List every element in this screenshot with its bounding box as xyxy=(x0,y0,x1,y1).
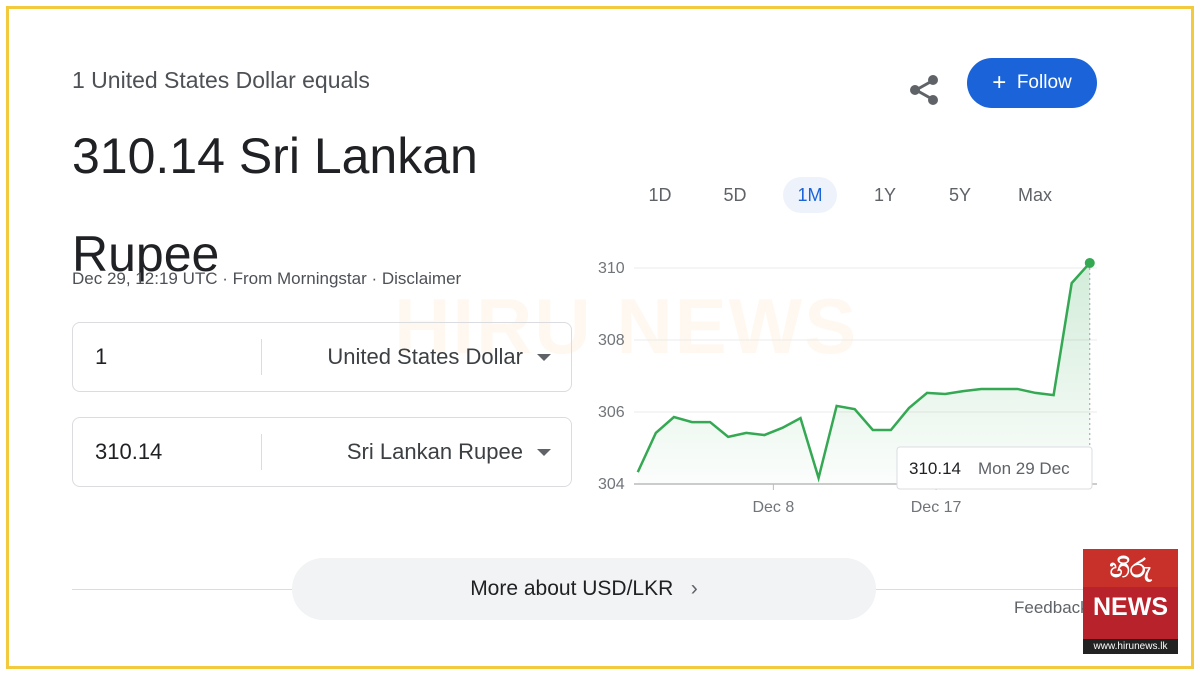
currency[interactable]: Sri Lankan Rupee xyxy=(346,439,523,464)
tooltip-value: 310.14 xyxy=(909,459,961,478)
x-tick-label: Dec 8 xyxy=(752,499,794,516)
tooltip-date: Mon 29 Dec xyxy=(978,459,1070,478)
range-tab[interactable]: 1D xyxy=(648,185,672,205)
logo-url: www.hirunews.lk xyxy=(1083,639,1178,654)
follow-label: Follow xyxy=(1016,72,1072,93)
range-tab[interactable]: 1Y xyxy=(873,185,897,205)
more-button[interactable]: More about USD/LKR › xyxy=(292,558,876,620)
y-tick-label: 310 xyxy=(598,260,625,277)
more-label: More about USD/LKR xyxy=(470,577,674,600)
dropdown-caret[interactable] xyxy=(537,354,551,361)
chart: 304 306 308 310 Dec 8 Dec 17 310.14 Mon 29 Dec xyxy=(598,257,1097,516)
area xyxy=(637,262,1090,484)
currency[interactable]: United States Dollar xyxy=(327,344,523,369)
logo-middle: NEWS xyxy=(1093,593,1168,621)
watermark: HIRU NEWS xyxy=(394,282,859,370)
follow-button[interactable]: + Follow xyxy=(967,58,1097,108)
logo-top: හිරු xyxy=(1083,549,1178,587)
feedback-link[interactable]: Feedback xyxy=(1014,598,1089,617)
divider xyxy=(876,589,1096,590)
converter-row[interactable]: 310.14 Sri Lankan Rupee xyxy=(72,417,572,487)
tooltip: 310.14 Mon 29 Dec xyxy=(896,446,1093,490)
headline: 310.14 Sri Lankan Rupee xyxy=(72,128,478,282)
meta: Dec 29, 12:19 UTC · From Morningstar · D… xyxy=(72,269,462,288)
range-tab[interactable]: 5D xyxy=(723,185,747,205)
chevron: › xyxy=(690,577,698,600)
separator xyxy=(261,339,262,375)
plus-icon: + xyxy=(992,69,1007,96)
divider xyxy=(72,589,292,590)
y-tick-label: 304 xyxy=(598,476,625,493)
tooltip-box xyxy=(896,446,1093,490)
dropdown-caret[interactable] xyxy=(537,449,551,456)
converter-row[interactable]: 1 United States Dollar xyxy=(72,322,572,392)
y-tick-label: 308 xyxy=(598,332,625,349)
y-tick-label: 306 xyxy=(598,404,625,421)
range-tab[interactable]: 5Y xyxy=(948,185,972,205)
equals-label: 1 United States Dollar equals xyxy=(72,67,370,93)
range-tab[interactable]: Max xyxy=(1017,185,1052,205)
separator xyxy=(261,434,262,470)
range-tab[interactable]: 1M xyxy=(783,177,837,213)
share-icon[interactable] xyxy=(907,73,941,107)
logo: හිරු NEWS www.hirunews.lk xyxy=(1083,549,1178,654)
frame: HIRU NEWS 1 United States Dollar equals … xyxy=(6,6,1194,669)
x-tick-label: Dec 17 xyxy=(911,499,962,516)
point xyxy=(1084,257,1095,268)
amount[interactable]: 1 xyxy=(95,344,108,369)
amount[interactable]: 310.14 xyxy=(95,439,163,464)
line xyxy=(636,262,1091,483)
